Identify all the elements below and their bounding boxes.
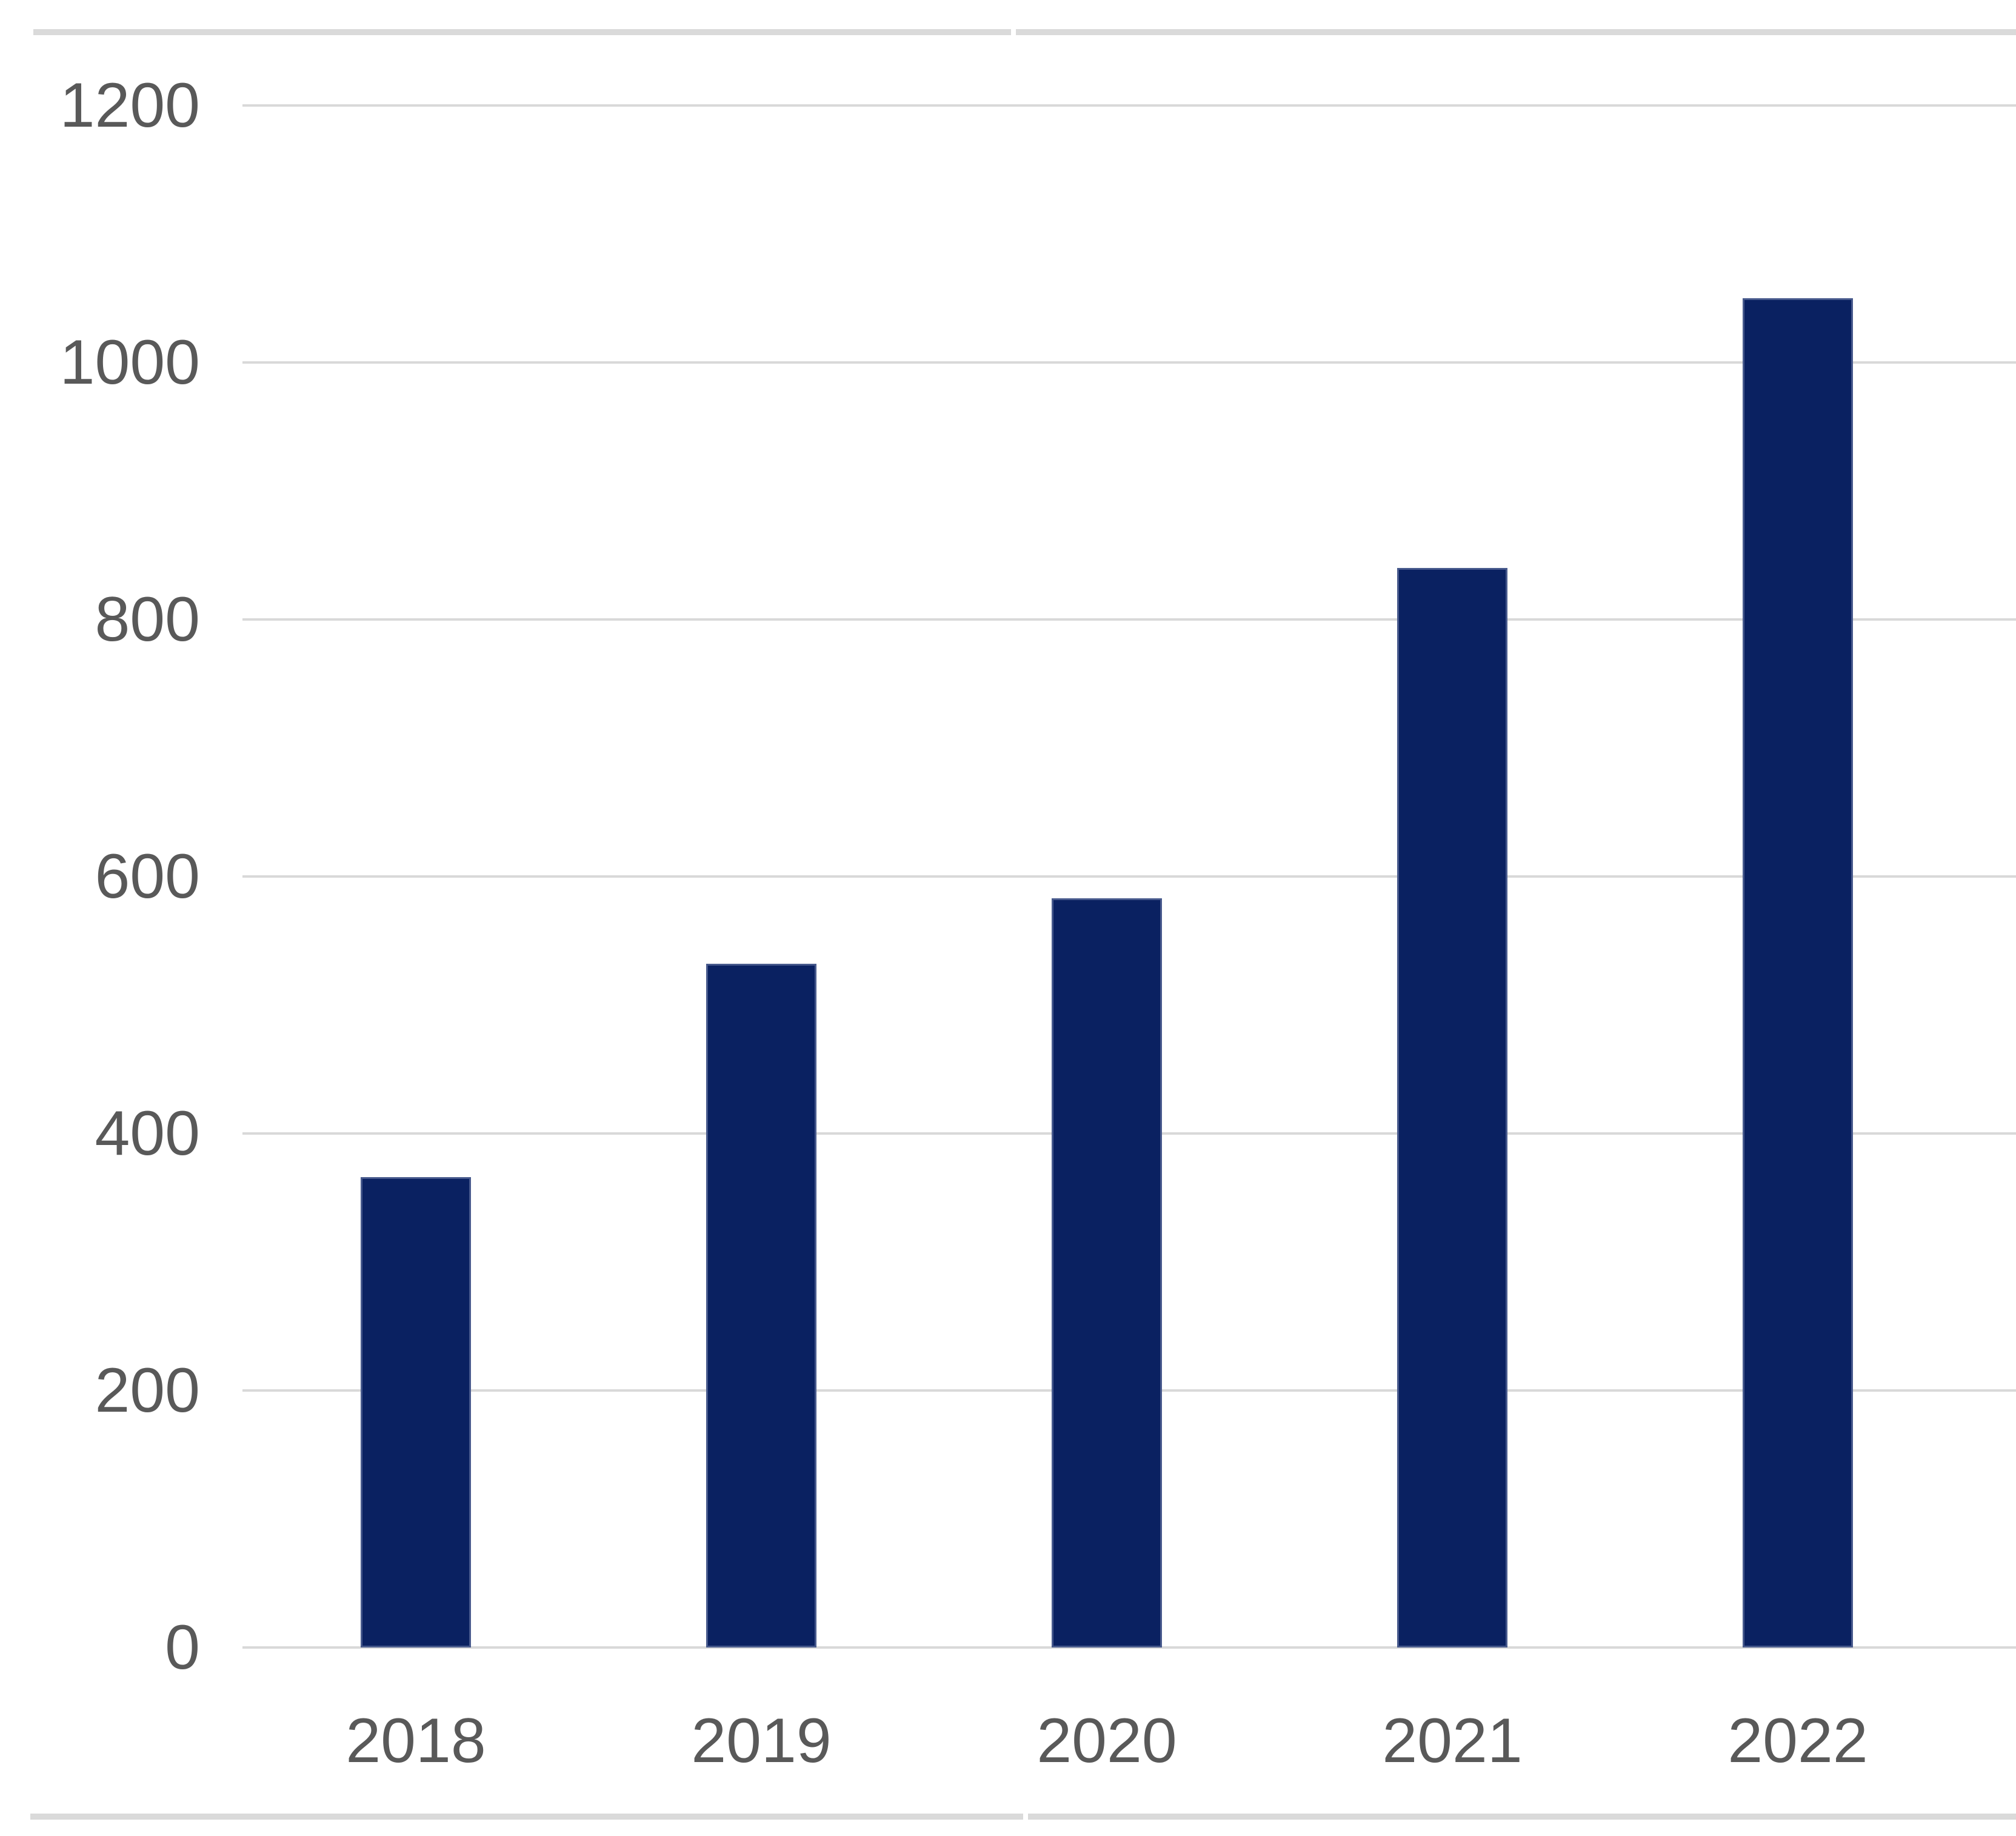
- bar-2020: [1052, 898, 1162, 1647]
- bar-2018: [361, 1177, 471, 1647]
- y-axis-tick-label-800: 800: [95, 584, 200, 655]
- y-axis-tick-label-1000: 1000: [59, 327, 200, 398]
- gridline-y-600: [242, 875, 2016, 878]
- y-axis-tick-label-1200: 1200: [59, 70, 200, 141]
- x-axis-tick-label-2022: 2022: [1727, 1706, 1868, 1776]
- x-axis-tick-label-2020: 2020: [1036, 1706, 1177, 1776]
- bar-2021: [1397, 568, 1507, 1647]
- bar-2019: [706, 964, 816, 1647]
- gridline-y-1000: [242, 361, 2016, 364]
- x-axis-tick-label-2018: 2018: [345, 1706, 486, 1776]
- x-axis-tick-label-2021: 2021: [1382, 1706, 1523, 1776]
- y-axis-tick-label-0: 0: [165, 1612, 200, 1683]
- sheet-border-bottom-left-segment: [30, 1814, 1023, 1820]
- y-axis-tick-label-200: 200: [95, 1355, 200, 1426]
- gridline-y-800: [242, 618, 2016, 621]
- gridline-y-1200: [242, 104, 2016, 107]
- gridline-y-0: [242, 1646, 2016, 1649]
- bar-2022: [1743, 298, 1853, 1647]
- sheet-border-top-right-segment: [1016, 29, 2016, 35]
- sheet-border-bottom-right-segment: [1028, 1814, 2016, 1820]
- sheet-border-top-left-segment: [33, 29, 1011, 35]
- y-axis-tick-label-400: 400: [95, 1098, 200, 1169]
- x-axis-tick-label-2019: 2019: [691, 1706, 832, 1776]
- y-axis-tick-label-600: 600: [95, 841, 200, 912]
